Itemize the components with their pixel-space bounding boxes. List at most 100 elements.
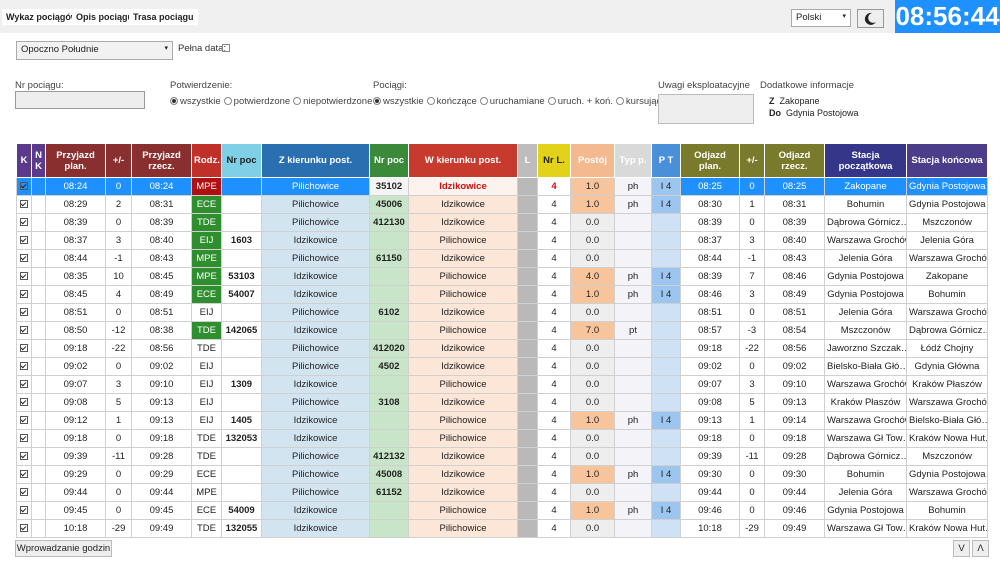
cell: [221, 195, 262, 214]
nav-button[interactable]: Λ: [972, 540, 989, 557]
radio[interactable]: [479, 97, 488, 106]
cell: [651, 375, 681, 394]
cell: Zakopane: [824, 177, 907, 196]
cell: 35102: [369, 177, 409, 196]
cell: ph: [614, 177, 652, 196]
cell: Idzikowice: [408, 249, 518, 268]
checkbox[interactable]: [20, 308, 28, 317]
cell: 08:45: [45, 285, 106, 304]
tab[interactable]: Trasa pociągu: [129, 9, 198, 25]
checkbox[interactable]: [20, 380, 28, 389]
cell: Warszawa Gł Tow…: [824, 429, 907, 448]
cell: 0: [105, 177, 132, 196]
cell: [221, 393, 262, 412]
checkbox[interactable]: [20, 452, 28, 461]
column-header: Typ p.: [614, 143, 652, 178]
tab[interactable]: Wykaz pociągów: [2, 9, 82, 25]
cell: 08:37: [45, 231, 106, 250]
footer-button[interactable]: Wprowadzanie godzin: [15, 540, 112, 557]
cell: 09:13: [131, 411, 192, 430]
radio[interactable]: [426, 97, 435, 106]
radio[interactable]: [373, 97, 381, 106]
cell: ECE: [191, 285, 222, 304]
tab[interactable]: Opis pociągu: [72, 9, 138, 25]
cell: 09:44: [45, 483, 106, 502]
cell: 08:51: [680, 303, 740, 322]
cell: [31, 519, 46, 538]
cell: 132053: [221, 429, 262, 448]
train-no-input[interactable]: [15, 91, 145, 109]
cell: 10:18: [680, 519, 740, 538]
cell: 08:56: [131, 339, 192, 358]
cell: [31, 177, 46, 196]
cell: 1.0: [570, 501, 615, 520]
full-date-label: Pełna data:: [178, 43, 227, 54]
cell: [16, 411, 32, 430]
cell: 09:13: [764, 393, 825, 412]
cell: [31, 501, 46, 520]
cell: 08:46: [680, 285, 740, 304]
checkbox[interactable]: [20, 272, 28, 281]
cell: [517, 501, 538, 520]
cell: Bohumin: [906, 285, 988, 304]
radio-label: kursujące: [625, 96, 667, 107]
language-select[interactable]: Polski ▾: [791, 9, 851, 27]
train-row: 09:39 -11 09:28 TDE Pilichowice 412132 Idzikow…: [16, 447, 988, 466]
checkbox[interactable]: [20, 524, 28, 533]
cell: Pilichowice: [408, 321, 518, 340]
cell: 09:28: [131, 447, 192, 466]
station-select[interactable]: Opoczno Południe ▾: [16, 41, 173, 60]
cell: 1: [739, 411, 765, 430]
cell: 08:44: [45, 249, 106, 268]
cell: 412132: [369, 447, 409, 466]
cell: 1: [739, 195, 765, 214]
radio-label: uruchamiane: [489, 96, 545, 107]
radio[interactable]: [170, 97, 178, 106]
cell: [651, 339, 681, 358]
cell: 0.0: [570, 357, 615, 376]
nav-button[interactable]: V: [953, 540, 970, 557]
cell: Kraków Nowa Hut…: [906, 519, 988, 538]
checkbox[interactable]: [20, 434, 28, 443]
additional-item: Z Zakopane: [769, 96, 820, 106]
checkbox[interactable]: [20, 416, 28, 425]
checkbox[interactable]: [20, 344, 28, 353]
cell: [16, 357, 32, 376]
cell: ph: [614, 195, 652, 214]
checkbox[interactable]: [20, 398, 28, 407]
cell: 4: [537, 321, 571, 340]
cell: Pilichowice: [261, 357, 370, 376]
checkbox[interactable]: [20, 488, 28, 497]
checkbox[interactable]: [20, 200, 28, 209]
checkbox[interactable]: [20, 182, 28, 191]
table-body: 08:24 0 08:24 MPE Pilichowice 35102 Idzikowice…: [16, 177, 988, 538]
cell: -1: [105, 249, 132, 268]
cell: [651, 357, 681, 376]
radio[interactable]: [547, 97, 556, 106]
cell: I 4: [651, 285, 681, 304]
full-date-checkbox[interactable]: [222, 44, 230, 52]
additional-label: Dodatkowe informacje: [760, 80, 854, 91]
radio[interactable]: [293, 97, 302, 106]
cell: Bohumin: [824, 465, 907, 484]
checkbox[interactable]: [20, 470, 28, 479]
checkbox[interactable]: [20, 254, 28, 263]
radio[interactable]: [615, 97, 624, 106]
cell: ECE: [191, 501, 222, 520]
cell: Kraków Płaszów: [824, 393, 907, 412]
radio[interactable]: [223, 97, 232, 106]
checkbox[interactable]: [20, 506, 28, 515]
cell: 3108: [369, 393, 409, 412]
cell: [221, 483, 262, 502]
checkbox[interactable]: [20, 326, 28, 335]
checkbox[interactable]: [20, 218, 28, 227]
theme-button[interactable]: [857, 9, 884, 28]
cell: Warszawa Grochów: [906, 249, 988, 268]
cell: Idzikowice: [408, 465, 518, 484]
checkbox[interactable]: [20, 362, 28, 371]
cell: 09:45: [45, 501, 106, 520]
checkbox[interactable]: [20, 290, 28, 299]
checkbox[interactable]: [20, 236, 28, 245]
column-header: Nr L.: [537, 143, 571, 178]
cell: Idzikowice: [261, 285, 370, 304]
